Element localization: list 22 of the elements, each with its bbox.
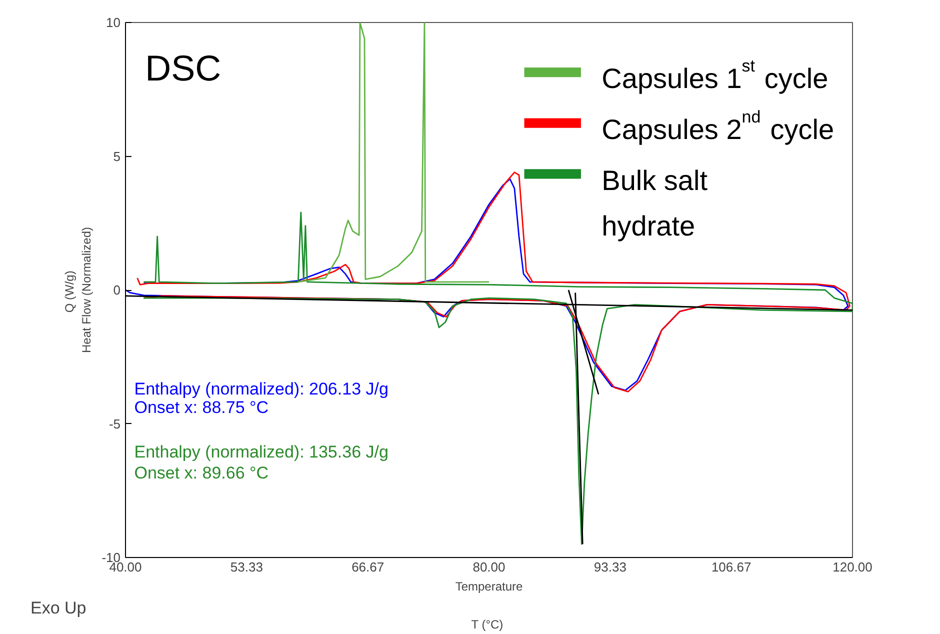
y-axis-title: Heat Flow (Normalized) [80, 226, 94, 354]
annotation: Enthalpy (normalized): 135.36 J/g [134, 442, 388, 462]
y-tick-label: 10 [106, 15, 121, 30]
line-series [297, 22, 490, 283]
annotation: Enthalpy (normalized): 206.13 J/g [134, 379, 388, 398]
y-tick-label: -5 [108, 416, 121, 432]
y-tick-label: 0 [113, 282, 121, 298]
annotation: Onset x: 88.75 °C [134, 398, 269, 418]
text: T (°C) [471, 618, 504, 632]
y-tick-label: 5 [113, 148, 121, 164]
x-tick-label: 106.67 [711, 560, 752, 574]
annotation: DSC [145, 47, 222, 88]
text: Exo Up [30, 598, 86, 618]
x-axis-title: Temperature [455, 580, 524, 594]
annotation: Onset x: 89.66 °C [134, 463, 269, 482]
legend-label: Bulk salt hydrate [602, 164, 708, 242]
x-tick-label: 80.00 [472, 560, 506, 574]
x-tick-label: 66.67 [352, 560, 384, 574]
x-tick-label: 93.33 [594, 560, 626, 574]
text: Q (W/g) [62, 270, 76, 313]
x-tick-label: 53.33 [230, 560, 263, 574]
x-tick-label: 120.00 [832, 560, 872, 574]
